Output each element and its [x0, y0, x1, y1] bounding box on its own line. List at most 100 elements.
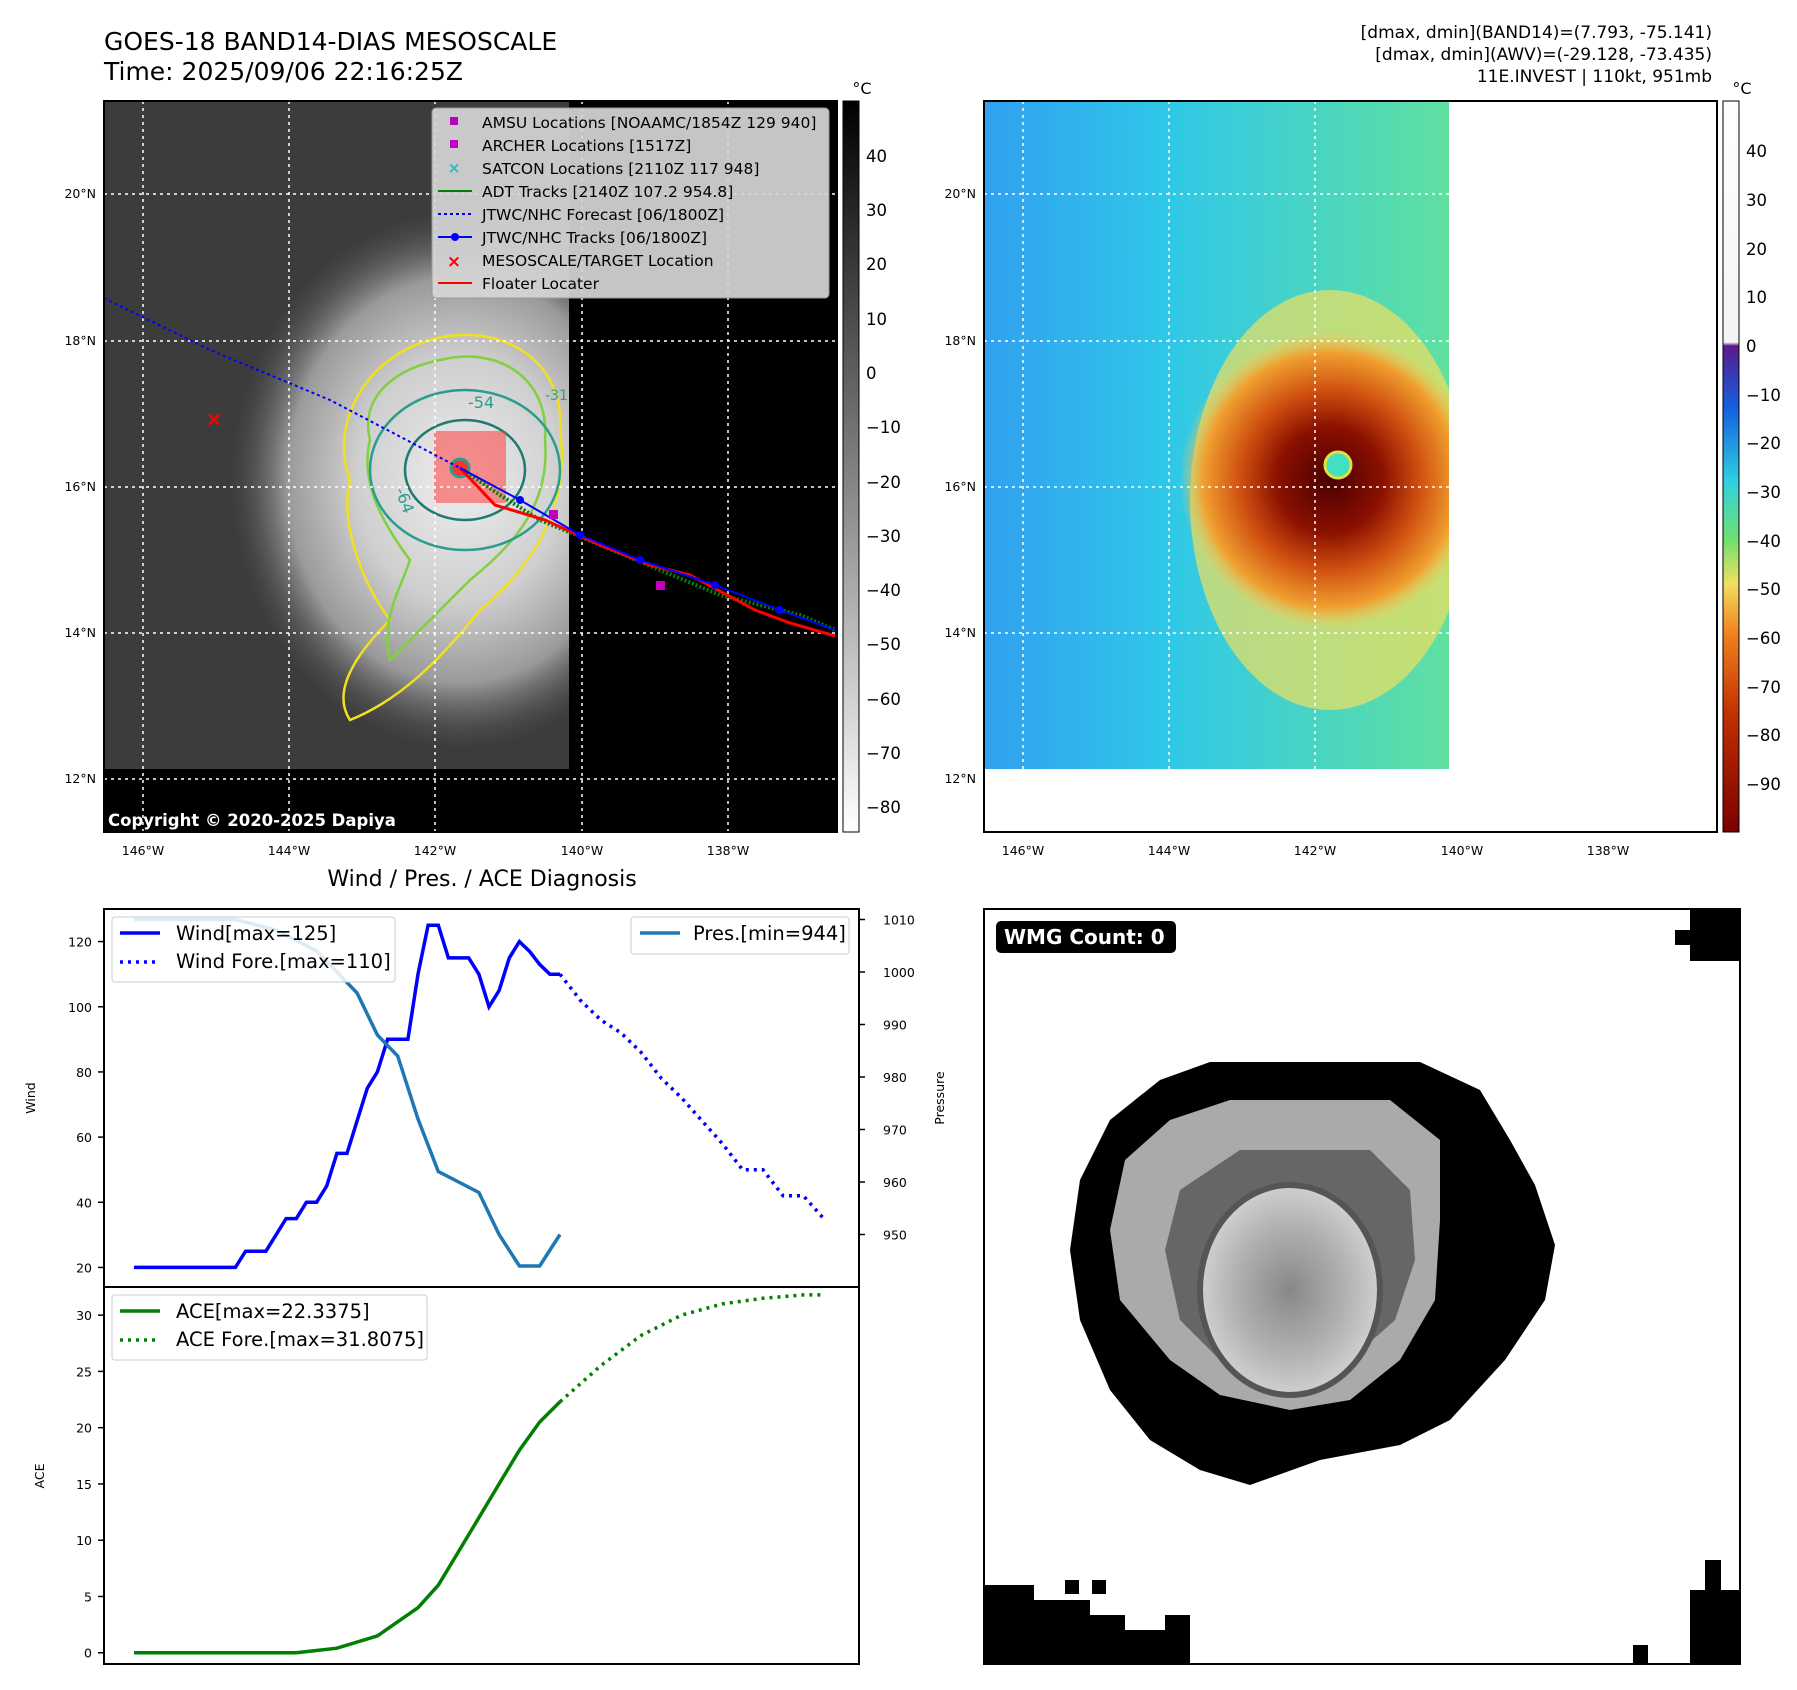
ace-series-line-observed-0	[134, 1400, 562, 1655]
ir-lat-label: 18°N	[64, 333, 96, 348]
wmg-frame	[983, 908, 1741, 1665]
awv-lon-label: 144°W	[1148, 843, 1190, 858]
ace-legend-box	[111, 1294, 428, 1361]
ir-lon-label: 138°W	[707, 843, 749, 858]
wind-ylabel: Wind	[23, 1082, 38, 1113]
wind-legend-label-fore: Wind Fore.[max=110]	[176, 950, 391, 973]
mesoscale-target-marker: ×	[206, 407, 223, 431]
ace-ytick-label: 30	[76, 1308, 92, 1323]
pres-legend-box	[630, 916, 850, 955]
series-line-forecast-1	[558, 973, 826, 1220]
ir-colorbar	[842, 100, 860, 833]
wind-legend-box	[111, 916, 396, 983]
ir-lat-label: 12°N	[64, 771, 96, 786]
ir-panel: -54 -64 -31 × AMSU Locations [NOAAMC/185…	[64, 79, 900, 858]
legend-marker-target: ×	[447, 252, 461, 272]
series-line-observed-0	[134, 923, 560, 1270]
awv-cb-tick: 30	[1746, 191, 1767, 210]
ace-ytick-label: 15	[76, 1477, 92, 1492]
awv-lat-labels: 20°N 18°N 16°N 14°N 12°N	[944, 186, 976, 786]
legend-marker-jtwc-dot	[451, 233, 459, 241]
ir-lon-label: 142°W	[414, 843, 456, 858]
awv-lon-label: 140°W	[1441, 843, 1483, 858]
legend-label-satcon: SATCON Locations [2110Z 117 948]	[482, 160, 759, 178]
amsu-location	[656, 581, 665, 590]
awv-lat-label: 12°N	[944, 771, 976, 786]
jtwc-track-points	[516, 496, 784, 614]
floater-track	[458, 466, 836, 638]
figure-title: GOES-18 BAND14-DIAS MESOSCALE	[104, 27, 557, 56]
ace-chart: 0 5 10 15 20 25 30 ACE ACE[max=22.3375] ACE Fo…	[32, 1286, 860, 1665]
wmg-badge-bg	[996, 921, 1176, 953]
ir-lon-label: 146°W	[122, 843, 164, 858]
awv-cb-tick: −40	[1746, 532, 1781, 551]
ir-cb-tick: −20	[866, 473, 901, 492]
ace-plot-frame	[103, 1286, 860, 1665]
legend-label-target: MESOSCALE/TARGET Location	[482, 252, 714, 270]
ir-cb-tick: −40	[866, 581, 901, 600]
awv-lat-label: 18°N	[944, 333, 976, 348]
legend-label-forecast: JTWC/NHC Forecast [06/1800Z]	[481, 206, 724, 224]
ir-contour-teal-inner	[403, 418, 527, 522]
awv-cb-tick: −50	[1746, 580, 1781, 599]
ir-lon-labels: 146°W 144°W 142°W 140°W 138°W	[122, 843, 749, 858]
awv-lat-label: 20°N	[944, 186, 976, 201]
awv-cb-tick: 10	[1746, 288, 1767, 307]
awv-lon-label: 146°W	[1002, 843, 1044, 858]
wmg-badge: WMG Count: 0	[1004, 925, 1165, 949]
legend-label-adt: ADT Tracks [2140Z 107.2 954.8]	[482, 183, 733, 201]
awv-lon-labels: 146°W 144°W 142°W 140°W 138°W	[1002, 843, 1629, 858]
awv-lon-label: 142°W	[1294, 843, 1336, 858]
ir-cb-tick: −60	[866, 690, 901, 709]
ace-ytick-label: 5	[84, 1589, 92, 1604]
pressure-ylabel: Pressure	[932, 1071, 947, 1125]
legend-label-floater: Floater Locater	[482, 275, 600, 293]
awv-cb-tick: −20	[1746, 434, 1781, 453]
pres-ytick-label: 970	[883, 1123, 907, 1138]
pres-legend-label: Pres.[min=944]	[693, 922, 846, 945]
ace-ytick-label: 25	[76, 1364, 92, 1379]
ace-ytick-label: 0	[84, 1646, 92, 1661]
ir-cb-tick: 40	[866, 147, 887, 166]
ir-colorbar-ticks: 40 30 20 10 0 −10 −20 −30 −40 −50 −60 −7…	[866, 147, 901, 817]
legend-label-archer: ARCHER Locations [1517Z]	[482, 137, 691, 155]
ir-cb-tick: −50	[866, 635, 901, 654]
ir-cb-tick: −80	[866, 798, 901, 817]
awv-cb-tick: 40	[1746, 142, 1767, 161]
wmg-corner-blocks	[984, 909, 1740, 1664]
ir-cb-tick: −30	[866, 527, 901, 546]
ir-contour-yellow	[342, 333, 564, 722]
figure-time: Time: 2025/09/06 22:16:25Z	[103, 57, 463, 86]
ir-lon-label: 144°W	[268, 843, 310, 858]
pres-ytick-label: 990	[883, 1018, 907, 1033]
pres-ytick-label: 1010	[883, 913, 915, 928]
ace-ytick-label: 10	[76, 1533, 92, 1548]
ir-cb-tick: 0	[866, 364, 877, 383]
ir-cb-tick: 30	[866, 201, 887, 220]
pres-ytick-label: 950	[883, 1228, 907, 1243]
awv-grid	[984, 101, 1717, 832]
ace-ytick-label: 20	[76, 1421, 92, 1436]
wmg-core	[1197, 1182, 1383, 1398]
wind-ytick-label: 120	[68, 935, 92, 950]
ir-colorbar-unit: °C	[852, 79, 871, 98]
legend-marker-satcon: ×	[448, 159, 461, 177]
awv-cb-tick: 0	[1746, 337, 1757, 356]
copyright: Copyright © 2020-2025 Dapiya	[108, 811, 396, 830]
awv-colorbar-ticks: 40 30 20 10 0 −10 −20 −30 −40 −50 −60 −7…	[1746, 142, 1781, 794]
diagnosis-title: Wind / Pres. / ACE Diagnosis	[327, 867, 636, 892]
awv-eye	[1323, 450, 1353, 480]
awv-colorbar-unit: °C	[1732, 79, 1751, 98]
ir-cb-tick: 20	[866, 255, 887, 274]
ir-frame	[103, 100, 838, 833]
awv-colorbar	[1722, 100, 1740, 833]
wind-ytick-label: 60	[76, 1130, 92, 1145]
ir-lon-label: 140°W	[561, 843, 603, 858]
ir-contour-teal-outer	[368, 388, 562, 552]
ir-contour-label-1: -54	[468, 393, 494, 412]
awv-frame	[983, 100, 1718, 833]
ir-cb-tick: −10	[866, 418, 901, 437]
ace-legend-label-obs: ACE[max=22.3375]	[176, 1300, 370, 1323]
wind-chart: Wind / Pres. / ACE Diagnosis 20 40 60 80 100…	[23, 867, 947, 1288]
ir-lat-label: 16°N	[64, 479, 96, 494]
